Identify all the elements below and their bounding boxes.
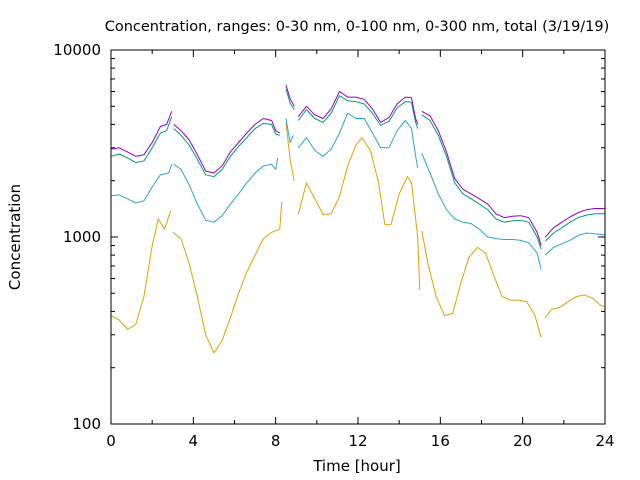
series-1-line bbox=[285, 122, 295, 181]
series-4-line bbox=[173, 118, 281, 174]
series-3-line bbox=[297, 95, 419, 129]
x-tick-label: 12 bbox=[348, 432, 367, 450]
series-4-line bbox=[110, 111, 173, 157]
x-tick-label: 24 bbox=[595, 432, 614, 450]
series-2-line bbox=[285, 118, 294, 143]
series-1-line bbox=[172, 201, 283, 354]
series-1-line bbox=[297, 137, 421, 291]
series-1-line bbox=[110, 210, 172, 330]
series-3-line bbox=[173, 122, 280, 178]
x-tick-label: 0 bbox=[106, 432, 116, 450]
series-3-line bbox=[544, 213, 605, 242]
y-axis-label: Concentration bbox=[6, 184, 24, 290]
x-tick-label: 8 bbox=[271, 432, 281, 450]
series-4-line bbox=[421, 110, 542, 246]
series-2-line bbox=[297, 112, 419, 168]
series-4-line bbox=[285, 84, 295, 107]
series-2-line bbox=[544, 232, 605, 256]
x-tick-label: 20 bbox=[513, 432, 532, 450]
y-tick-label: 10000 bbox=[53, 41, 101, 59]
chart-title: Concentration, ranges: 0-30 nm, 0-100 nm… bbox=[105, 19, 610, 35]
series-2-line bbox=[110, 164, 173, 204]
series-1-line bbox=[421, 230, 542, 338]
series-3-line bbox=[110, 116, 173, 164]
series-2-line bbox=[421, 153, 542, 270]
series-4-line bbox=[544, 208, 605, 238]
series-2-line bbox=[173, 157, 279, 223]
x-axis-label: Time [hour] bbox=[312, 457, 401, 475]
series-4-line bbox=[297, 91, 419, 125]
y-tick-label: 100 bbox=[72, 415, 101, 433]
plot-frame bbox=[110, 49, 606, 425]
axis-ticks: 0 4 8 12 16 20 24 100 1000 10000 bbox=[53, 41, 614, 450]
x-tick-label: 4 bbox=[189, 432, 199, 450]
series-3-line bbox=[421, 114, 542, 250]
series-1-line bbox=[544, 294, 606, 318]
y-tick-label: 1000 bbox=[63, 228, 101, 246]
series-layer bbox=[110, 84, 606, 354]
series-3-line bbox=[285, 88, 295, 110]
x-tick-label: 16 bbox=[431, 432, 450, 450]
